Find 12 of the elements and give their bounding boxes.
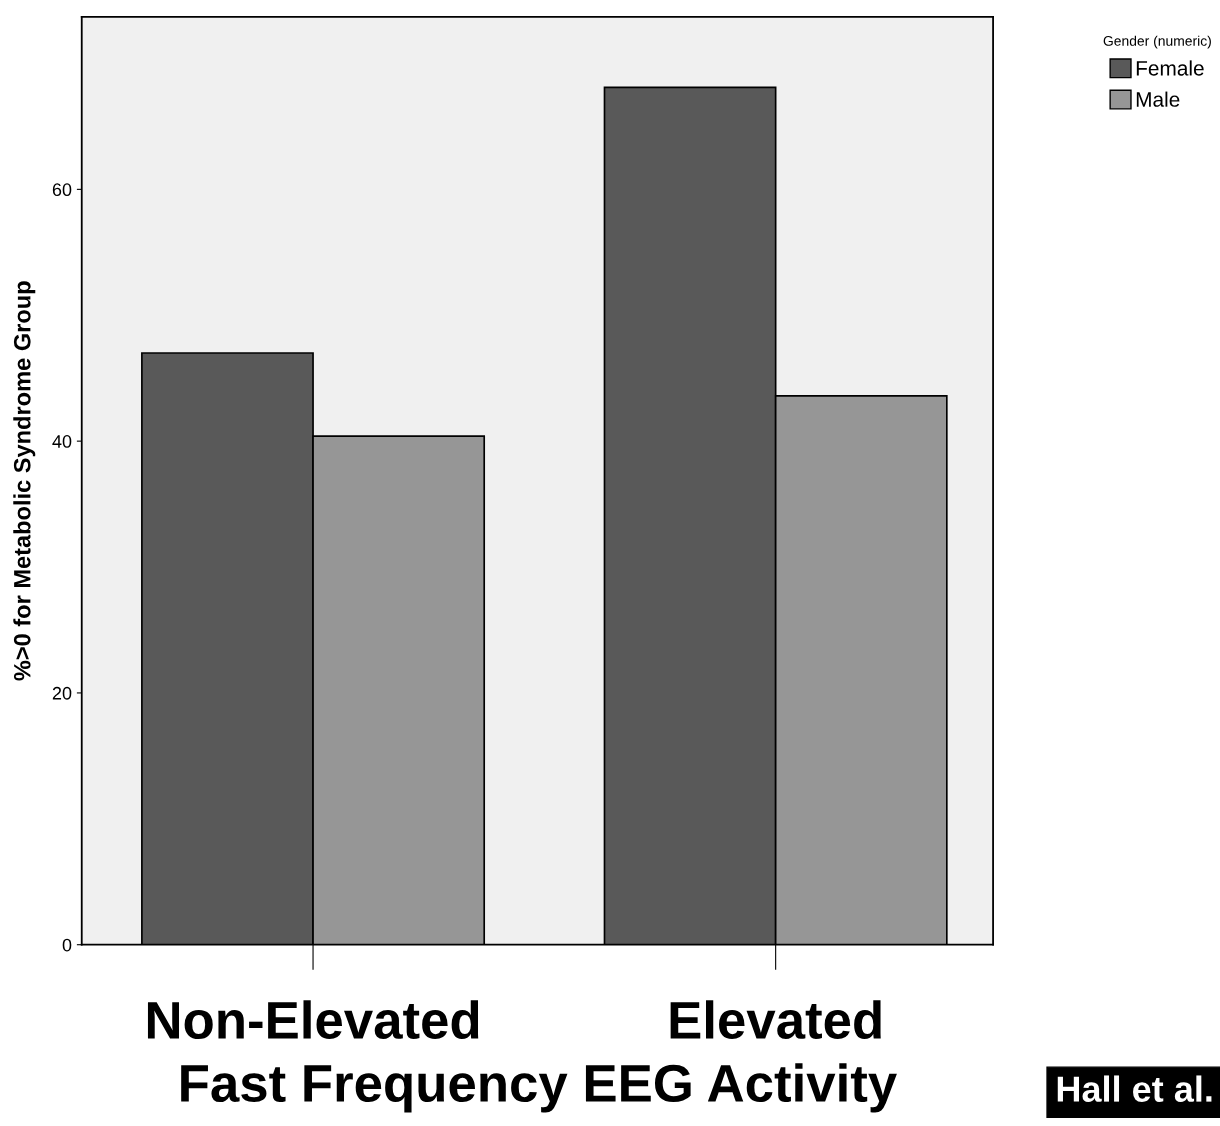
legend-title: Gender (numeric) — [1103, 35, 1211, 49]
x-tick-label: Elevated — [670, 1000, 881, 1040]
y-tick-label: 40 — [52, 435, 72, 448]
x-tick-label: Non-Elevated — [147, 1000, 479, 1040]
legend-label: Male — [1136, 91, 1180, 107]
y-tick-label: 0 — [62, 938, 72, 952]
x-axis-title: Fast Frequency EEG Activity — [181, 1063, 897, 1113]
text: Hall et al. — [1057, 1075, 1212, 1102]
y-axis-title: %>0 for Metabolic Syndrome Group — [13, 281, 36, 681]
legend-label: Female — [1136, 60, 1204, 76]
y-tick-label: 20 — [52, 686, 72, 700]
y-tick-label: 60 — [52, 183, 72, 197]
